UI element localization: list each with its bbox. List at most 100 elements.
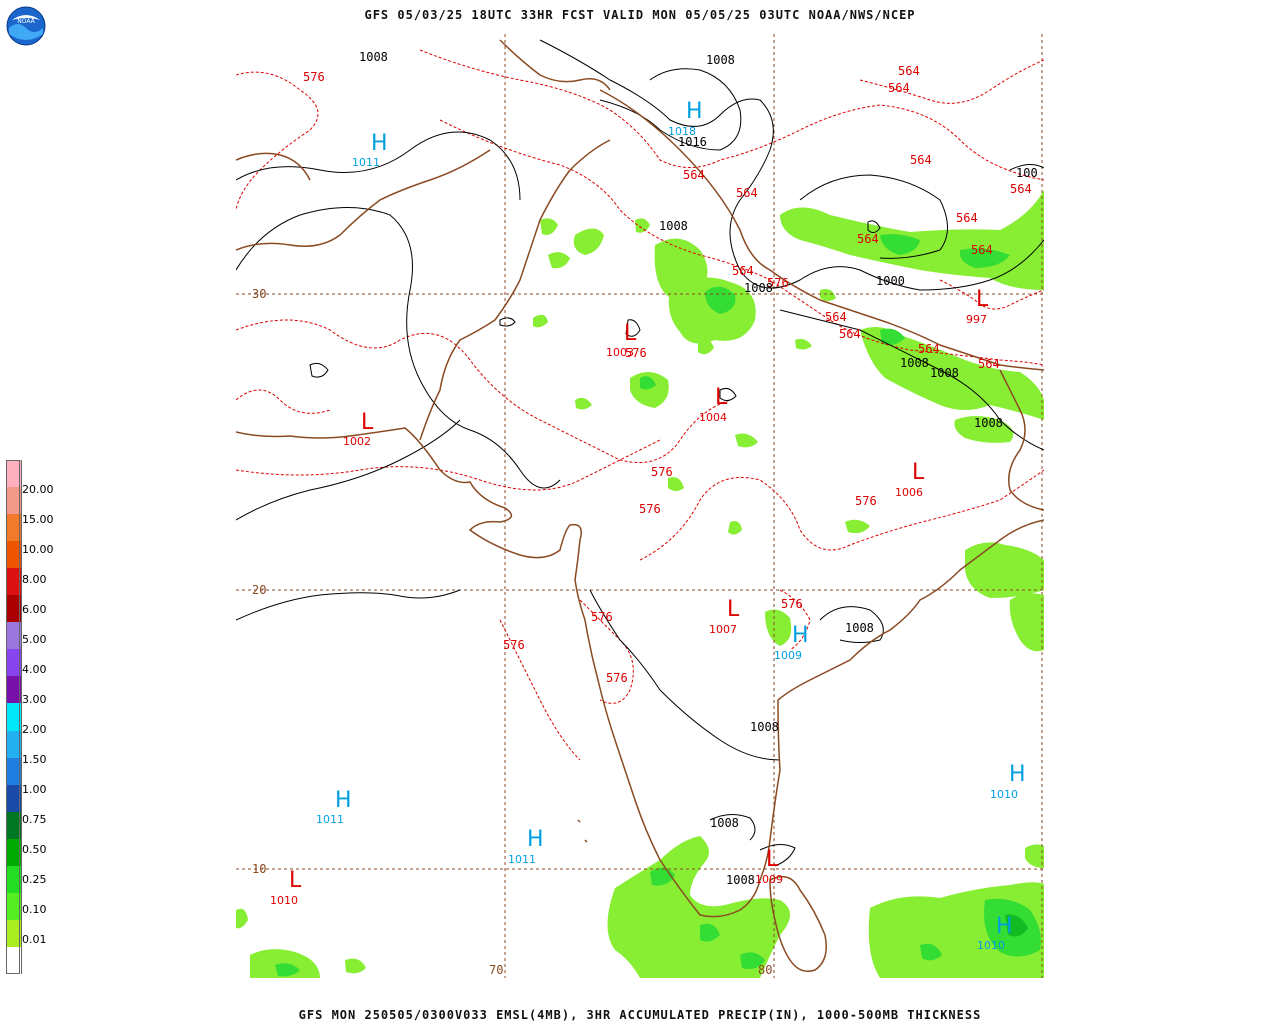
isobar-label: 1008 — [845, 621, 874, 635]
isobar-label: 1008 — [659, 219, 688, 233]
isobar-label: 1008 — [974, 416, 1003, 430]
lat-label-20: 20 — [252, 583, 266, 597]
low-center-value: 1006 — [895, 486, 923, 499]
low-center-marker: L — [766, 847, 779, 872]
lat-lon-grid — [236, 34, 1044, 978]
lat-label-10: 10 — [252, 862, 266, 876]
low-center-value: 1003 — [606, 346, 634, 359]
high-center-marker: H — [996, 914, 1013, 939]
low-center-value: 1007 — [709, 623, 737, 636]
high-center-marker: H — [792, 623, 809, 648]
isobar-label: 1008 — [930, 366, 959, 380]
high-center-value: 1010 — [977, 939, 1005, 952]
legend-value: 4.00 — [22, 663, 47, 676]
thickness-labels: 576 564 564 564 564 564 564 564 564 564 … — [303, 64, 1032, 685]
thickness-label: 576 — [303, 70, 325, 84]
legend-value: 8.00 — [22, 573, 47, 586]
isobar-label: 1008 — [359, 50, 388, 64]
thickness-label: 564 — [732, 264, 754, 278]
legend-value: 0.01 — [22, 933, 47, 946]
high-center-marker: H — [527, 827, 544, 852]
thickness-label: 564 — [857, 232, 879, 246]
thickness-label: 564 — [971, 243, 993, 257]
lon-label-70: 70 — [489, 963, 503, 977]
isobar-label: 1008 — [706, 53, 735, 67]
isobar-label: 1008 — [900, 356, 929, 370]
thickness-label: 564 — [1010, 182, 1032, 196]
thickness-label: 576 — [781, 597, 803, 611]
legend-value: 1.50 — [22, 753, 47, 766]
low-center-marker: L — [976, 287, 989, 312]
legend-value: 20.00 — [22, 483, 54, 496]
thickness-label: 576 — [855, 494, 877, 508]
legend-frame — [6, 460, 20, 974]
legend-value: 6.00 — [22, 603, 47, 616]
legend-value: 3.00 — [22, 693, 47, 706]
low-center-value: 997 — [966, 313, 987, 326]
high-center-value: 1011 — [352, 156, 380, 169]
thickness-label: 564 — [898, 64, 920, 78]
pressure-centers: H 1011 H 1018 L 1003 L 1004 L 1002 L 997… — [270, 99, 1026, 952]
lon-label-80: 80 — [758, 963, 772, 977]
thickness-label: 576 — [503, 638, 525, 652]
isobar-label: 100 — [1016, 166, 1038, 180]
thickness-label: 564 — [978, 357, 1000, 371]
precip-areas — [236, 190, 1044, 978]
grid-labels: 30 20 10 70 80 — [252, 287, 772, 977]
legend-value: 2.00 — [22, 723, 47, 736]
low-center-value: 1002 — [343, 435, 371, 448]
legend-value: 0.50 — [22, 843, 47, 856]
thickness-label: 576 — [606, 671, 628, 685]
lat-label-30: 30 — [252, 287, 266, 301]
high-center-value: 1011 — [316, 813, 344, 826]
thickness-label: 576 — [767, 276, 789, 290]
legend-value: 0.75 — [22, 813, 47, 826]
legend-value: 15.00 — [22, 513, 54, 526]
coastlines — [236, 39, 1044, 972]
map-title: GFS 05/03/25 18UTC 33HR FCST VALID MON 0… — [364, 8, 916, 22]
thickness-label: 576 — [639, 502, 661, 516]
low-center-marker: L — [361, 410, 374, 435]
high-center-marker: H — [335, 788, 352, 813]
legend-value: 10.00 — [22, 543, 54, 556]
thickness-label: 564 — [918, 342, 940, 356]
thickness-label: 564 — [910, 153, 932, 167]
low-center-value: 1009 — [755, 873, 783, 886]
thickness-label: 564 — [839, 327, 861, 341]
isobar-labels: 1008 1008 1016 1008 1008 1000 1008 1008 … — [359, 50, 1038, 887]
thickness-label: 564 — [825, 310, 847, 324]
isobar-label: 1000 — [876, 274, 905, 288]
map-footer: GFS MON 250505/0300V033 EMSL(4MB), 3HR A… — [298, 1008, 982, 1022]
thickness-label: 564 — [683, 168, 705, 182]
isobar-label: 1008 — [726, 873, 755, 887]
low-center-value: 1004 — [699, 411, 727, 424]
low-center-marker: L — [727, 597, 740, 622]
isobar-label: 1008 — [710, 816, 739, 830]
high-center-marker: H — [686, 99, 703, 124]
legend-value: 0.25 — [22, 873, 47, 886]
isobars — [236, 39, 1044, 867]
high-center-marker: H — [1009, 762, 1026, 787]
thickness-label: 564 — [956, 211, 978, 225]
isobar-label: 1016 — [678, 135, 707, 149]
high-center-value: 1010 — [990, 788, 1018, 801]
low-center-marker: L — [715, 385, 728, 410]
high-center-value: 1009 — [774, 649, 802, 662]
low-center-value: 1010 — [270, 894, 298, 907]
legend-value: 5.00 — [22, 633, 47, 646]
logo-text: NOAA — [17, 18, 35, 25]
thickness-contours — [236, 49, 1044, 761]
thickness-label: 564 — [736, 186, 758, 200]
noaa-logo: NOAA — [6, 6, 46, 46]
high-center-value: 1018 — [668, 125, 696, 138]
thickness-label: 576 — [625, 346, 647, 360]
legend-value: 1.00 — [22, 783, 47, 796]
low-center-marker: L — [289, 868, 302, 893]
isobar-label: 1008 — [744, 281, 773, 295]
high-center-marker: H — [371, 131, 388, 156]
precip-legend: 20.00 15.00 10.00 8.00 6.00 5.00 4.00 3.00 2.00 1… — [6, 460, 66, 975]
low-center-marker: L — [624, 321, 637, 346]
thickness-label: 576 — [651, 465, 673, 479]
legend-value: 0.10 — [22, 903, 47, 916]
